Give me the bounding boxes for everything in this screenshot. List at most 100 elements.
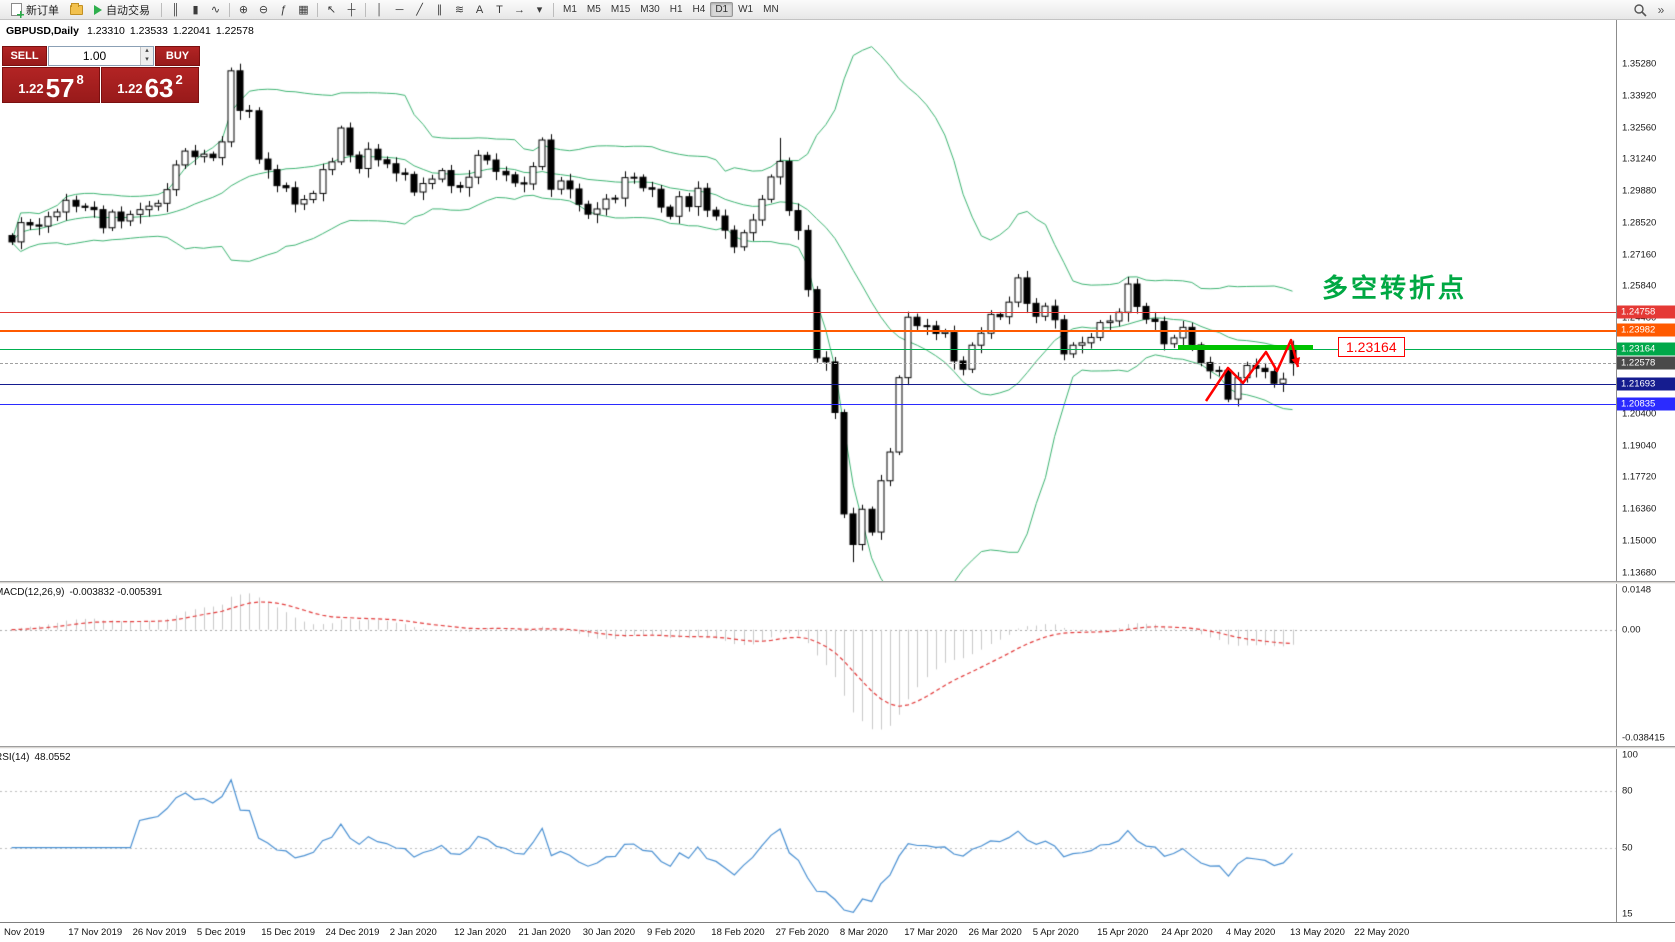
buy-price-big: 63: [144, 72, 174, 103]
text-icon[interactable]: A: [475, 3, 484, 16]
price-hline-1.23164[interactable]: [0, 349, 1616, 351]
auto-trading-button-label: 自动交易: [106, 4, 150, 17]
pane-separator[interactable]: [0, 581, 1675, 584]
timeframe-M1[interactable]: M1: [563, 4, 577, 15]
volume-down-icon[interactable]: ▾: [141, 56, 153, 65]
auto-trading-button[interactable]: 自动交易: [87, 1, 157, 18]
main-chart-pane[interactable]: GBPUSD,Daily 1.23310 1.23533 1.22041 1.22578…: [0, 20, 1675, 581]
timeframe-M5[interactable]: M5: [586, 4, 601, 15]
macd-chart-canvas[interactable]: [0, 584, 1616, 746]
buy-price-prefix: 1.22: [117, 81, 143, 96]
timeframe-MN[interactable]: MN: [763, 4, 779, 15]
toolbar-separator: [161, 2, 162, 17]
sell-button[interactable]: SELL: [2, 46, 47, 66]
price-tick: 1.20400: [1622, 408, 1657, 420]
tile-windows-icon[interactable]: ▦: [298, 4, 309, 16]
new-order-button-label: 新订单: [26, 4, 59, 17]
fibonacci-icon[interactable]: ≋: [454, 4, 465, 16]
sell-price-button[interactable]: 1.22 57 8: [2, 67, 100, 103]
toolbar-overflow-icon[interactable]: »: [1657, 2, 1665, 17]
cursor-icon[interactable]: ↖: [326, 4, 337, 16]
profiles-folder-icon[interactable]: [67, 1, 86, 18]
time-axis[interactable]: Nov 2019 17 Nov 2019 26 Nov 2019 5 Dec 2019…: [0, 922, 1675, 942]
price-tick: 1.24480: [1622, 312, 1657, 324]
price-tick: 1.25840: [1622, 280, 1657, 292]
search-icon[interactable]: [1630, 1, 1650, 18]
one-click-trading-panel: SELL 1.00 ▴ ▾ BUY 1.22 57 8 1.22: [2, 46, 200, 104]
price-tick: 1.31240: [1622, 153, 1657, 165]
price-hline-1.24758[interactable]: [0, 311, 1616, 313]
price-tick: 1.29880: [1622, 185, 1657, 197]
timeframe-H1[interactable]: H1: [669, 4, 683, 15]
macd-axis: 0.0148 0.00 -0.038415: [1616, 584, 1675, 746]
toolbar: 新订单 自动交易 ║ ▮ ∿ ⊕ ⊖ ƒ ▦ ↖ ┼ │ ─ ╱ ∥ ≋ A T → ▾ M1 M5 M15 M30 H1 H4 D…: [0, 0, 1675, 20]
buy-price-sup: 2: [175, 72, 183, 87]
toolbar-separator: [365, 2, 366, 17]
rsi-axis-label: 50: [1622, 842, 1633, 854]
ohlc-low: 1.22041: [172, 25, 211, 37]
macd-values: -0.003832 -0.005391: [69, 587, 163, 598]
annotation-price-callout[interactable]: 1.23164: [1338, 337, 1405, 357]
bar-chart-icon[interactable]: ║: [171, 3, 180, 16]
price-badge: 1.23982: [1617, 323, 1675, 337]
price-badge: 1.23164: [1617, 342, 1675, 356]
ohlc-open: 1.23310: [86, 25, 125, 37]
volume-up-icon[interactable]: ▴: [141, 47, 153, 56]
toolbar-separator: [553, 2, 554, 17]
volume-input[interactable]: 1.00 ▴ ▾: [48, 46, 154, 66]
date-label: 5 Dec 2019: [196, 927, 246, 938]
crosshair-icon[interactable]: ┼: [347, 3, 356, 16]
buy-button[interactable]: BUY: [155, 46, 200, 66]
buy-price-button[interactable]: 1.22 63 2: [101, 67, 199, 103]
annotation-turning-point-text[interactable]: 多空转折点: [1322, 273, 1468, 303]
date-label: 21 Jan 2020: [518, 927, 571, 938]
date-label: 9 Feb 2020: [647, 927, 696, 938]
timeframe-D1[interactable]: D1: [710, 2, 734, 17]
price-tick: 1.27160: [1622, 249, 1657, 261]
date-label: Nov 2019: [4, 927, 45, 938]
channel-icon[interactable]: ∥: [436, 4, 443, 16]
price-badge: 1.21693: [1617, 377, 1675, 391]
price-hline-1.21693[interactable]: [0, 383, 1616, 385]
macd-indicator-pane[interactable]: MACD(12,26,9) -0.003832 -0.005391 0.0148 0…: [0, 584, 1675, 746]
price-axis[interactable]: 1.35280 1.33920 1.32560 1.31240 1.29880 1.285…: [1616, 20, 1675, 581]
macd-axis-label: 0.00: [1622, 624, 1641, 636]
price-hline-1.22578[interactable]: [0, 363, 1616, 365]
sell-price-big: 57: [45, 72, 75, 103]
rsi-axis: 100 80 50 15: [1616, 749, 1675, 922]
objects-dropdown-icon[interactable]: ▾: [536, 4, 543, 16]
price-hline-1.23982[interactable]: [0, 330, 1616, 333]
zoom-out-icon[interactable]: ⊖: [258, 4, 269, 16]
candlestick-chart-canvas[interactable]: [0, 20, 1616, 581]
rsi-chart-canvas[interactable]: [0, 749, 1616, 922]
timeframe-group: M1 M5 M15 M30 H1 H4 D1 W1 MN: [558, 2, 784, 17]
timeframe-H4[interactable]: H4: [692, 4, 706, 15]
new-order-button-icon: [11, 3, 24, 18]
new-order-button[interactable]: 新订单: [4, 1, 66, 18]
trendline-icon[interactable]: ╱: [416, 4, 423, 16]
line-chart-icon[interactable]: ∿: [210, 4, 221, 16]
price-hline-1.20835[interactable]: [0, 404, 1616, 406]
zoom-in-icon[interactable]: ⊕: [238, 4, 249, 16]
rsi-label: RSI(14)48.0552: [0, 752, 71, 763]
chart-symbol-period: GBPUSD,Daily: [6, 25, 79, 37]
price-badge: 1.24758: [1617, 305, 1675, 319]
label-icon[interactable]: T: [496, 3, 503, 16]
price-tick: 1.28520: [1622, 217, 1657, 229]
timeframe-M15[interactable]: M15: [610, 4, 631, 15]
chart-header: GBPUSD,Daily 1.23310 1.23533 1.22041 1.22578: [6, 25, 259, 37]
timeframe-M30[interactable]: M30: [640, 4, 660, 15]
pane-separator[interactable]: [0, 746, 1675, 749]
auto-trading-button-icon: [94, 4, 102, 15]
candlestick-chart-icon[interactable]: ▮: [192, 4, 199, 16]
date-label: 5 Apr 2020: [1032, 927, 1079, 938]
indicators-icon[interactable]: ƒ: [280, 3, 287, 16]
price-tick: 1.17720: [1622, 471, 1657, 483]
annotation-support-line[interactable]: [1178, 345, 1313, 350]
vertical-line-icon[interactable]: │: [376, 3, 383, 16]
rsi-indicator-pane[interactable]: RSI(14)48.0552 100 80 50 15: [0, 749, 1675, 922]
arrow-object-icon[interactable]: →: [514, 3, 525, 16]
horizontal-line-icon[interactable]: ─: [395, 3, 404, 16]
date-label: 27 Feb 2020: [775, 927, 829, 938]
timeframe-W1[interactable]: W1: [738, 4, 754, 15]
